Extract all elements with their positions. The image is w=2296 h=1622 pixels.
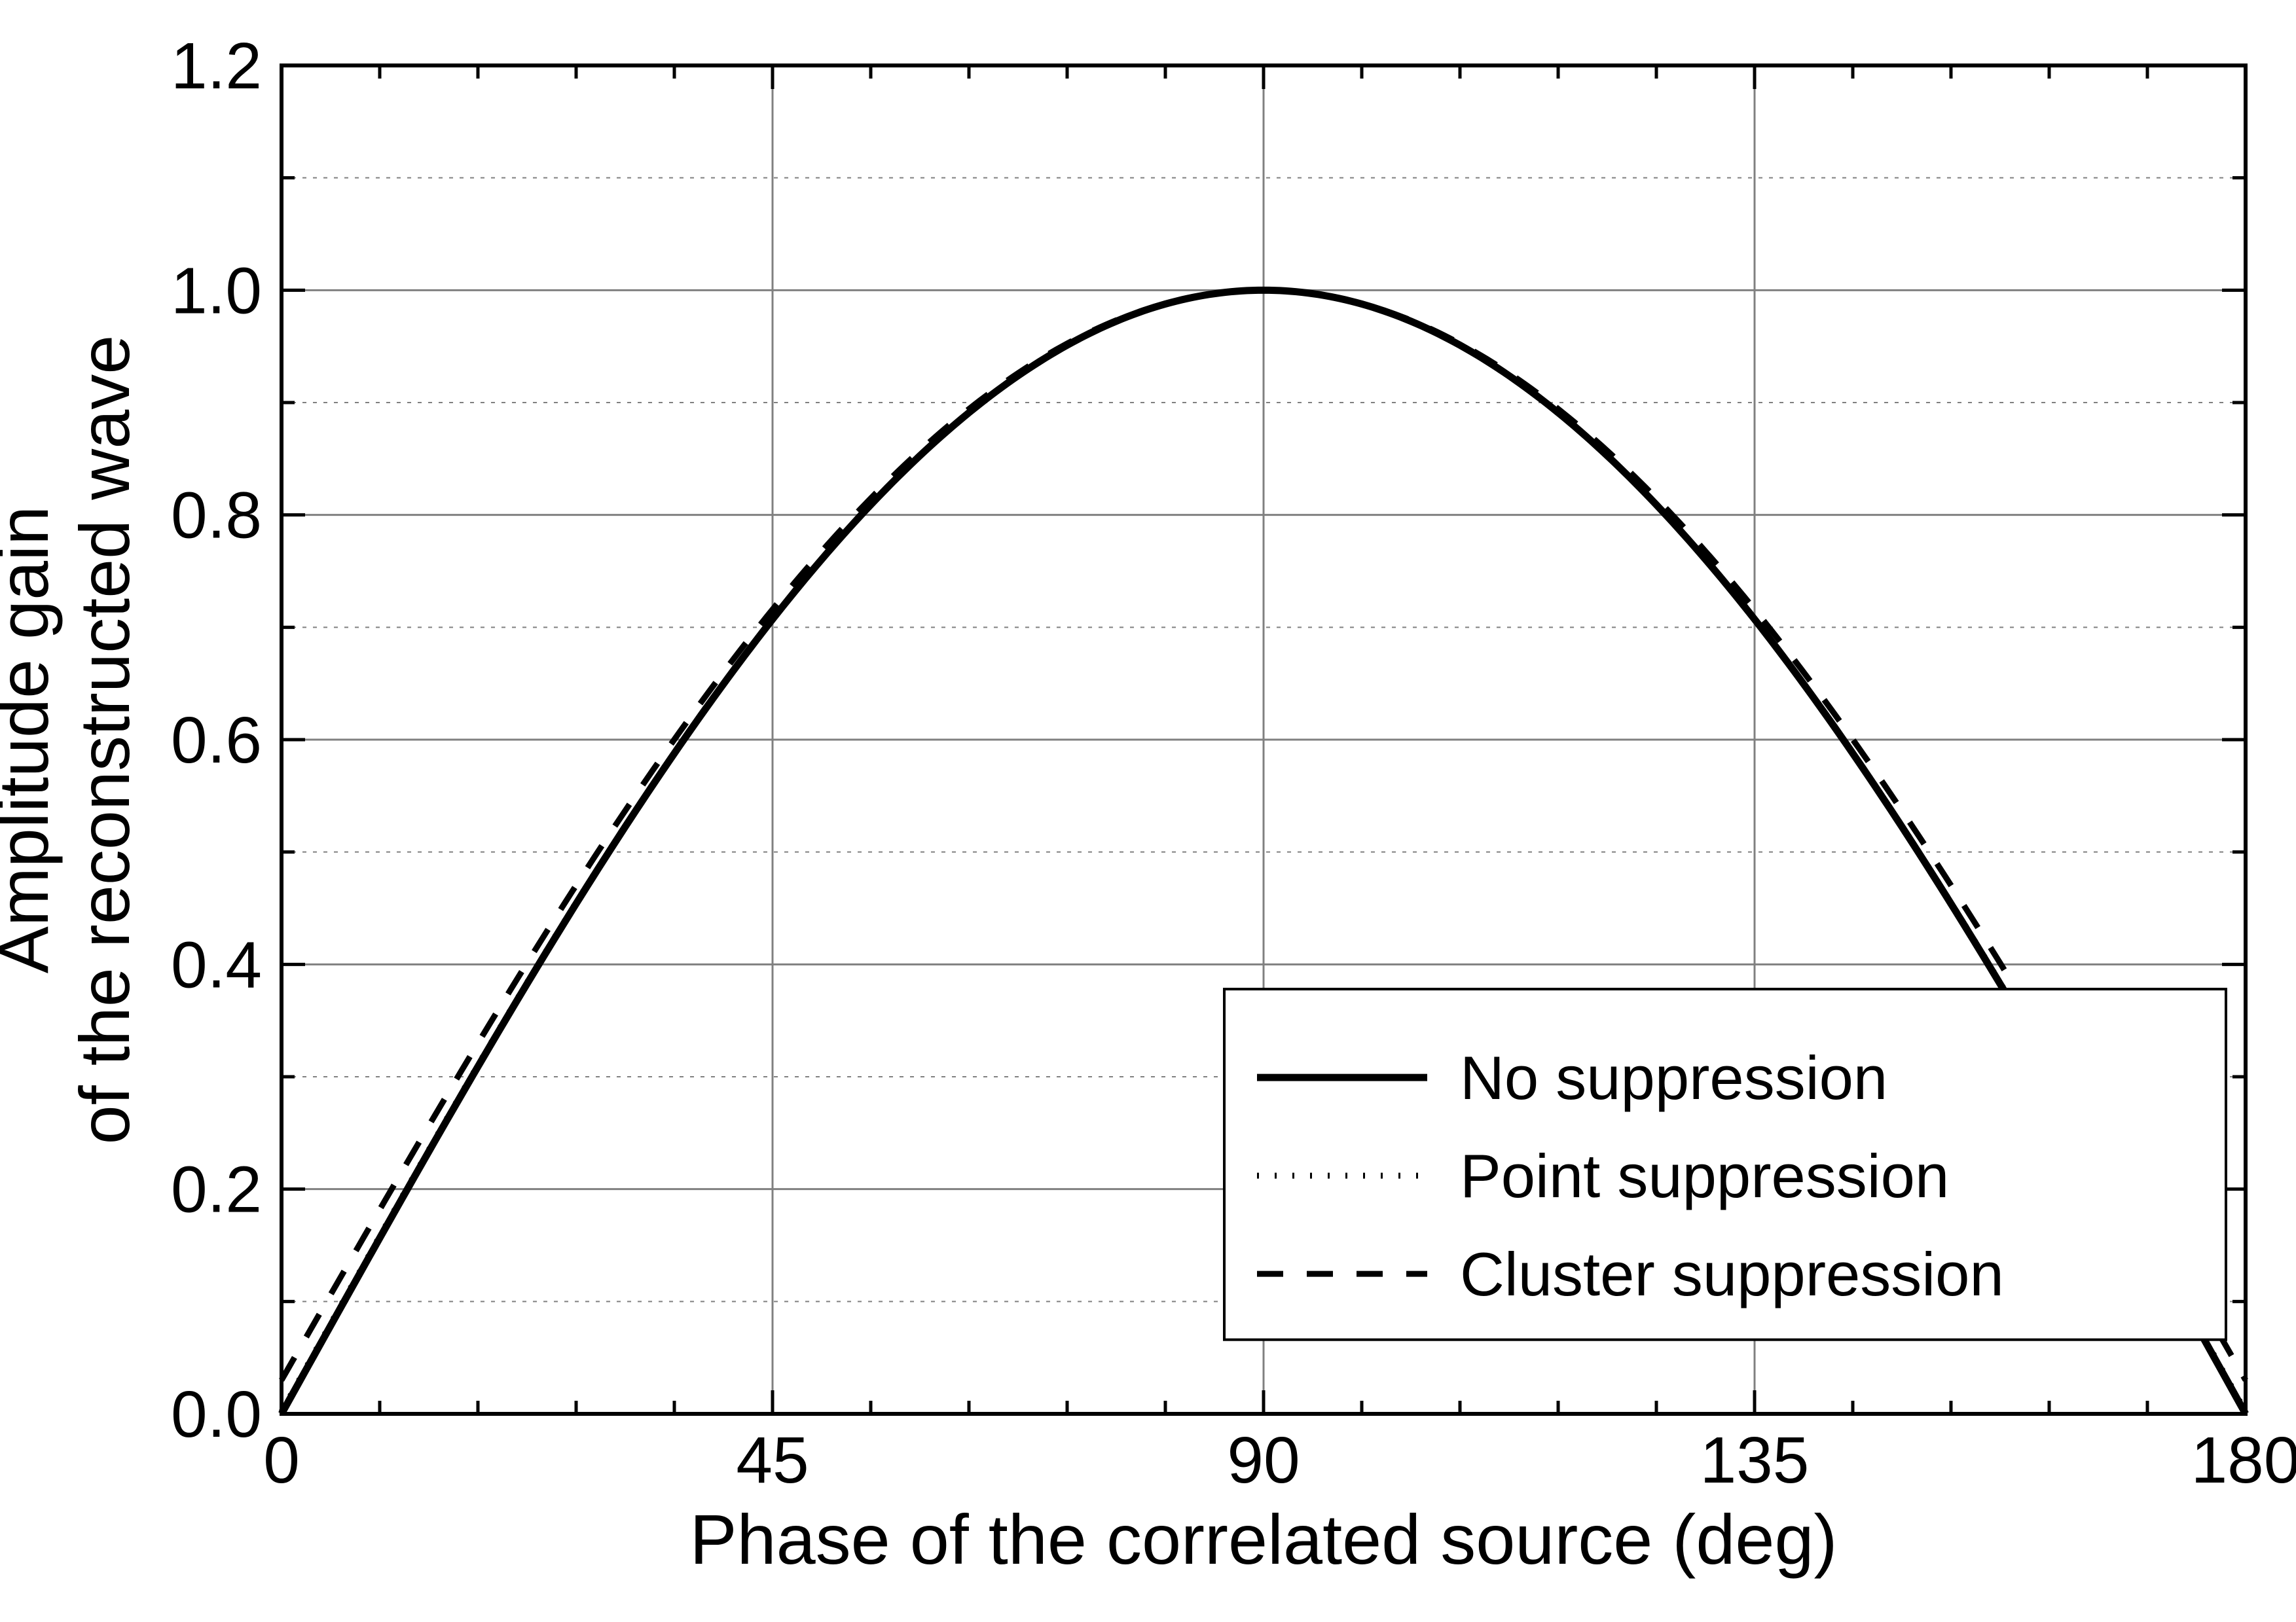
x-tick-label: 45 <box>736 1424 809 1497</box>
y-tick-label: 0.2 <box>171 1153 262 1227</box>
x-axis-label: Phase of the correlated source (deg) <box>690 1500 1838 1579</box>
x-tick-label: 0 <box>263 1424 300 1497</box>
y-tick-label: 1.2 <box>171 29 262 103</box>
y-tick-label: 0.4 <box>171 928 262 1001</box>
amplitude-gain-chart: 0 45 90 135 180 0.0 0.2 0.4 0.6 0.8 1.0 1.2 Phase of… <box>0 0 2296 1622</box>
legend-label: Point suppression <box>1460 1142 1949 1210</box>
y-axis-label-line2: of the reconstructed wave <box>65 335 144 1145</box>
legend-label: No suppression <box>1460 1043 1887 1112</box>
legend-label: Cluster suppression <box>1460 1240 2004 1308</box>
y-axis-label-line1: Amplitude gain <box>0 506 63 973</box>
x-tick-label: 90 <box>1227 1424 1300 1497</box>
y-tick-label: 0.0 <box>171 1378 262 1451</box>
x-tick-label: 135 <box>1700 1424 1810 1497</box>
y-tick-label: 1.0 <box>171 254 262 327</box>
y-tick-label: 0.8 <box>171 479 262 552</box>
y-tick-label: 0.6 <box>171 704 262 777</box>
x-tick-label: 180 <box>2191 1424 2296 1497</box>
